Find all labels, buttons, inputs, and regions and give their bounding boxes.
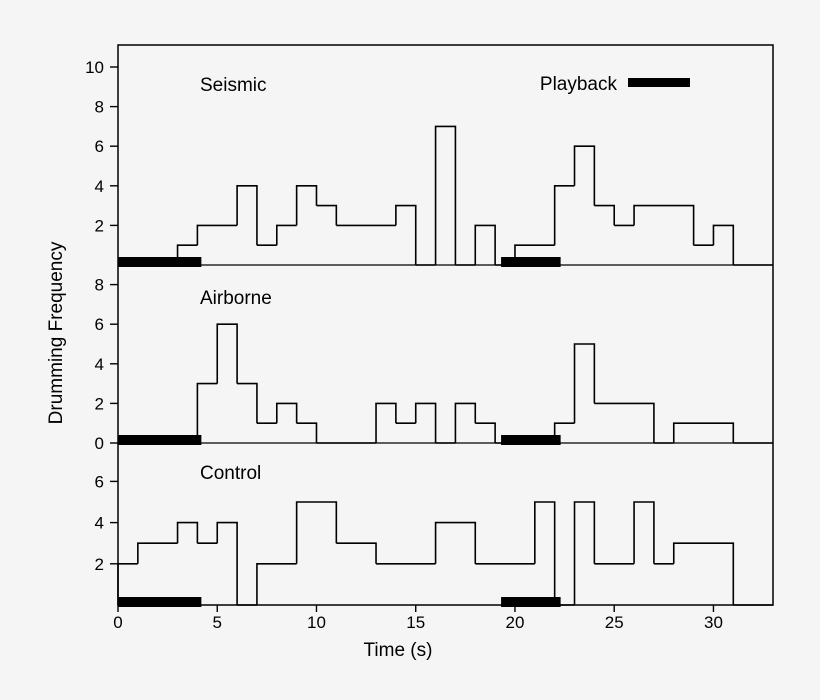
seismic-bin-18 — [594, 204, 616, 226]
control-y-tick-label-6: 6 — [95, 472, 104, 491]
seismic-y-tick-label-4: 4 — [95, 177, 104, 196]
control-bin-1 — [137, 542, 178, 564]
control-playback-bar-0 — [118, 597, 202, 607]
y-axis-title: Drumming Frequency — [46, 241, 67, 424]
airborne-y-tick-label-6: 6 — [95, 315, 104, 334]
seismic-bin-5 — [275, 224, 297, 246]
seismic-playback-bar-1 — [501, 257, 561, 267]
x-axis-title: Time (s) — [364, 640, 433, 661]
airborne-bin-19 — [672, 422, 735, 443]
control-bin-14 — [573, 501, 596, 605]
legend-swatch — [628, 78, 690, 87]
panel-title-airborne: Airborne — [200, 288, 272, 309]
airborne-y-tick-label-8: 8 — [95, 276, 104, 295]
x-tick-label-0: 0 — [113, 613, 122, 632]
seismic-bin-7 — [316, 204, 338, 226]
seismic-playback-bar-0 — [118, 257, 202, 267]
control-playback-bar-1 — [501, 597, 561, 607]
x-tick-label-30: 30 — [704, 613, 723, 632]
control-bin-18 — [672, 542, 735, 605]
seismic-bin-3 — [236, 185, 258, 246]
control-bin-10 — [434, 521, 477, 564]
seismic-y-tick-label-6: 6 — [95, 137, 104, 156]
airborne-bin-5 — [275, 402, 298, 424]
airborne-bin-2 — [216, 323, 238, 384]
airborne-bin-16 — [573, 343, 596, 424]
legend-label: Playback — [540, 74, 618, 95]
control-bin-4 — [216, 521, 238, 605]
airborne-bin-13 — [475, 422, 496, 443]
control-bin-12 — [534, 501, 556, 605]
seismic-bin-22 — [712, 224, 735, 265]
control-bin-6 — [256, 563, 297, 605]
x-tick-label-20: 20 — [506, 613, 525, 632]
airborne-playback-bar-1 — [501, 435, 561, 445]
airborne-bin-1 — [196, 382, 218, 443]
seismic-bin-2 — [196, 224, 238, 246]
seismic-y-tick-label-10: 10 — [85, 58, 104, 77]
airborne-bin-10 — [414, 402, 437, 443]
control-bin-16 — [633, 501, 655, 564]
airborne-bin-17 — [594, 402, 655, 443]
airborne-playback-bar-0 — [118, 435, 202, 445]
control-bin-2 — [176, 521, 199, 544]
control-y-tick-label-4: 4 — [95, 514, 104, 533]
control-bin-7 — [295, 501, 338, 564]
panel-title-seismic: Seismic — [200, 75, 267, 96]
airborne-bin-12 — [454, 402, 477, 443]
plot-frame — [117, 44, 774, 606]
airborne-y-tick-label-4: 4 — [95, 355, 104, 374]
x-tick-label-15: 15 — [406, 613, 425, 632]
seismic-bin-11 — [434, 125, 457, 265]
control-y-tick-label-2: 2 — [95, 555, 104, 574]
airborne-bin-3 — [237, 382, 258, 424]
airborne-bin-8 — [375, 402, 397, 443]
x-tick-label-25: 25 — [605, 613, 624, 632]
control-bin-8 — [336, 542, 377, 564]
seismic-bin-17 — [573, 145, 596, 206]
x-tick-label-5: 5 — [213, 613, 222, 632]
airborne-y-tick-label-0: 0 — [95, 434, 104, 453]
airborne-bin-6 — [296, 422, 318, 443]
seismic-bin-9 — [395, 204, 417, 265]
seismic-bin-16 — [553, 185, 575, 246]
panel-title-control: Control — [200, 463, 261, 484]
airborne-y-tick-label-2: 2 — [95, 394, 104, 413]
seismic-bin-6 — [295, 185, 318, 226]
seismic-y-tick-label-8: 8 — [95, 98, 104, 117]
seismic-bin-20 — [633, 204, 695, 246]
seismic-bin-13 — [474, 224, 496, 265]
x-tick-label-10: 10 — [307, 613, 326, 632]
seismic-y-tick-label-2: 2 — [95, 216, 104, 235]
